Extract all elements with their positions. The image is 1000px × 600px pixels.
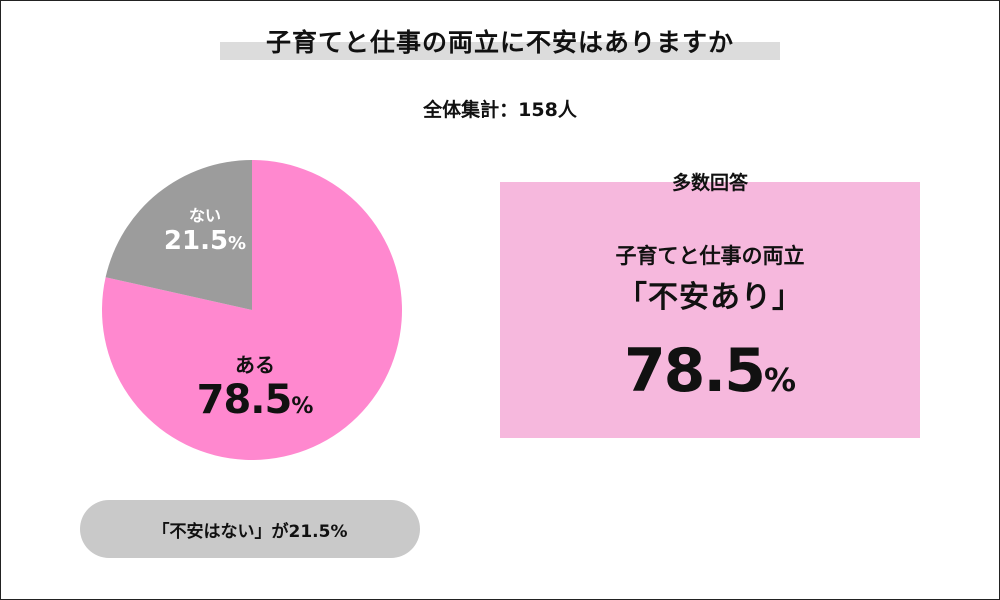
- summary-pill: 「不安はない」が21.5%: [80, 500, 420, 558]
- pie-slice-no: [105, 160, 252, 310]
- slice-name-yes: ある: [235, 353, 275, 377]
- slice-name-no: ない: [188, 206, 221, 225]
- chart-subtitle: 全体集計：158人: [423, 99, 577, 121]
- panel-number: 78.5: [623, 336, 766, 406]
- panel-header: 多数回答: [671, 172, 748, 194]
- slice-number-yes: 78.5: [196, 377, 293, 423]
- pie-slice-yes: [101, 160, 402, 461]
- title-block: 子育てと仕事の両立に不安はありますか: [220, 26, 780, 62]
- slice-label-no: ない 21.5%: [150, 206, 260, 259]
- slice-value-no: 21.5%: [150, 226, 260, 259]
- chart-title: 子育てと仕事の両立に不安はありますか: [265, 28, 734, 57]
- slice-unit-no: %: [228, 233, 247, 254]
- slice-unit-yes: %: [291, 394, 314, 419]
- title-highlight: [220, 42, 780, 60]
- panel-value: 78.5%: [500, 336, 920, 406]
- result-panel: 子育てと仕事の両立 「不安あり」 78.5%: [500, 182, 920, 438]
- slice-label-yes: ある 78.5%: [190, 352, 320, 429]
- panel-line-2: 「不安あり」: [617, 280, 803, 315]
- slice-number-no: 21.5: [163, 226, 229, 256]
- panel-unit: %: [763, 361, 797, 399]
- slice-value-yes: 78.5%: [190, 378, 320, 429]
- panel-line-1: 子育てと仕事の両立: [615, 244, 805, 268]
